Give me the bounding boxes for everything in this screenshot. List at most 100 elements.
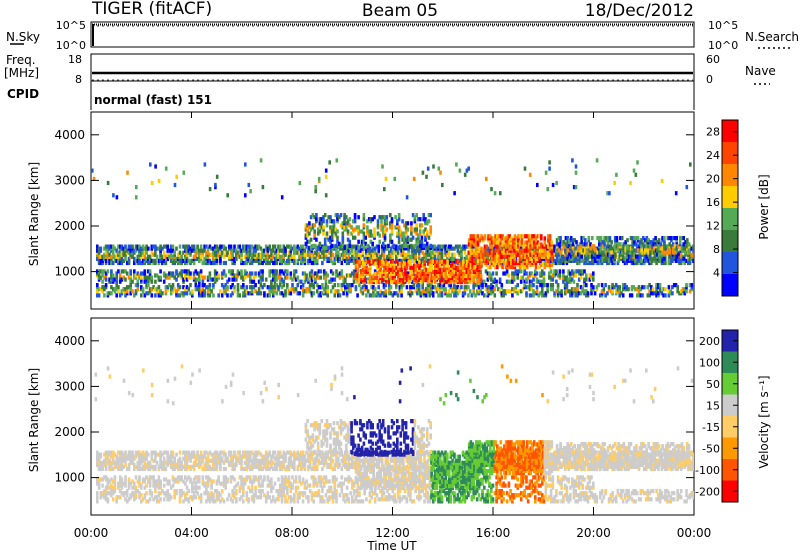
echo-cell	[198, 271, 201, 276]
echo-cell	[222, 285, 226, 290]
echo-cell	[610, 240, 613, 245]
echo-cell	[152, 258, 155, 263]
echo-cell	[405, 261, 409, 266]
echo-cell	[325, 235, 329, 240]
echo-cell	[374, 271, 377, 276]
echo-cell	[564, 236, 568, 241]
echo-cell	[340, 273, 344, 278]
echo-cell	[467, 275, 470, 281]
echo-cell	[171, 283, 175, 288]
echo-cell	[410, 254, 414, 259]
echo-cell	[335, 256, 338, 261]
echo-cell	[97, 287, 101, 292]
echo-cell	[637, 244, 641, 249]
echo-cell	[499, 238, 503, 243]
echo-cell	[499, 250, 503, 255]
echo-cell	[354, 259, 358, 264]
echo-cell	[377, 269, 381, 274]
echo-cell	[683, 260, 686, 266]
echo-cell	[359, 260, 363, 266]
echo-cell	[624, 240, 627, 245]
echo-cell	[97, 293, 101, 298]
echo-cell	[284, 275, 287, 280]
echo-cell	[427, 213, 431, 218]
echo-cell	[115, 454, 118, 459]
echo-cell	[120, 456, 124, 461]
echo-cell	[254, 289, 257, 294]
echo-cell	[134, 273, 138, 278]
echo-cell	[405, 273, 409, 279]
echo-cell	[652, 246, 656, 251]
echo-cell	[540, 262, 543, 268]
echo-cell	[426, 166, 430, 171]
echo-cell	[117, 289, 120, 294]
echo-cell	[196, 285, 199, 290]
echo-cell	[417, 283, 421, 288]
echo-cell	[590, 291, 593, 296]
echo-cell	[378, 233, 381, 238]
echo-cell	[414, 273, 418, 279]
echo-cell	[546, 283, 549, 288]
echo-cell	[199, 289, 203, 294]
echo-cell	[136, 271, 140, 276]
echo-cell	[603, 242, 606, 247]
echo-cell	[275, 269, 278, 274]
echo-cell	[155, 287, 159, 292]
echo-cell	[509, 279, 512, 284]
echo-cell	[329, 269, 333, 274]
echo-cell	[640, 244, 643, 249]
echo-cell	[690, 246, 694, 251]
echo-cell	[353, 215, 357, 220]
echo-cell	[196, 250, 199, 255]
echo-cell	[503, 260, 506, 266]
echo-cell	[325, 219, 329, 224]
echo-cell	[577, 269, 581, 274]
echo-cell	[495, 279, 498, 284]
echo-cell	[245, 244, 249, 249]
echo-cell	[117, 250, 120, 255]
echo-cell	[206, 275, 210, 280]
echo-cell	[150, 287, 154, 292]
echo-cell	[242, 275, 245, 280]
echo-cell	[335, 250, 338, 255]
echo-cell	[671, 246, 675, 251]
echo-cell	[485, 244, 489, 249]
echo-cell	[670, 238, 673, 243]
echo-cell	[422, 229, 425, 234]
echo-cell	[329, 215, 332, 220]
echo-cell	[147, 254, 150, 259]
echo-cell	[585, 283, 588, 288]
echo-cell	[556, 283, 560, 288]
echo-cell	[428, 278, 432, 283]
echo-cell	[104, 250, 108, 255]
echo-cell	[240, 285, 243, 290]
echo-cell	[564, 242, 568, 247]
echo-cell	[381, 259, 384, 264]
echo-cell	[420, 235, 424, 240]
echo-cell	[463, 280, 467, 285]
echo-cell	[652, 256, 656, 261]
echo-cell	[658, 287, 662, 292]
echo-cell	[358, 248, 361, 253]
echo-cell	[141, 464, 145, 469]
echo-cell	[192, 244, 196, 249]
echo-cell	[539, 291, 542, 296]
echo-cell	[478, 252, 481, 257]
echo-cell	[455, 265, 458, 270]
echo-cell	[354, 271, 358, 276]
echo-cell	[646, 293, 650, 298]
echo-cell	[136, 460, 140, 465]
echo-cell	[587, 236, 591, 241]
echo-cell	[462, 259, 465, 264]
echo-cell	[296, 275, 300, 280]
echo-cell	[339, 213, 343, 218]
echo-cell	[154, 273, 157, 278]
echo-cell	[685, 185, 689, 190]
echo-cell	[557, 242, 561, 247]
echo-cell	[182, 277, 185, 282]
echo-cell	[256, 244, 259, 249]
echo-cell	[497, 248, 501, 253]
echo-cell	[588, 277, 592, 282]
echo-cell	[471, 258, 474, 263]
echo-cell	[271, 289, 275, 294]
